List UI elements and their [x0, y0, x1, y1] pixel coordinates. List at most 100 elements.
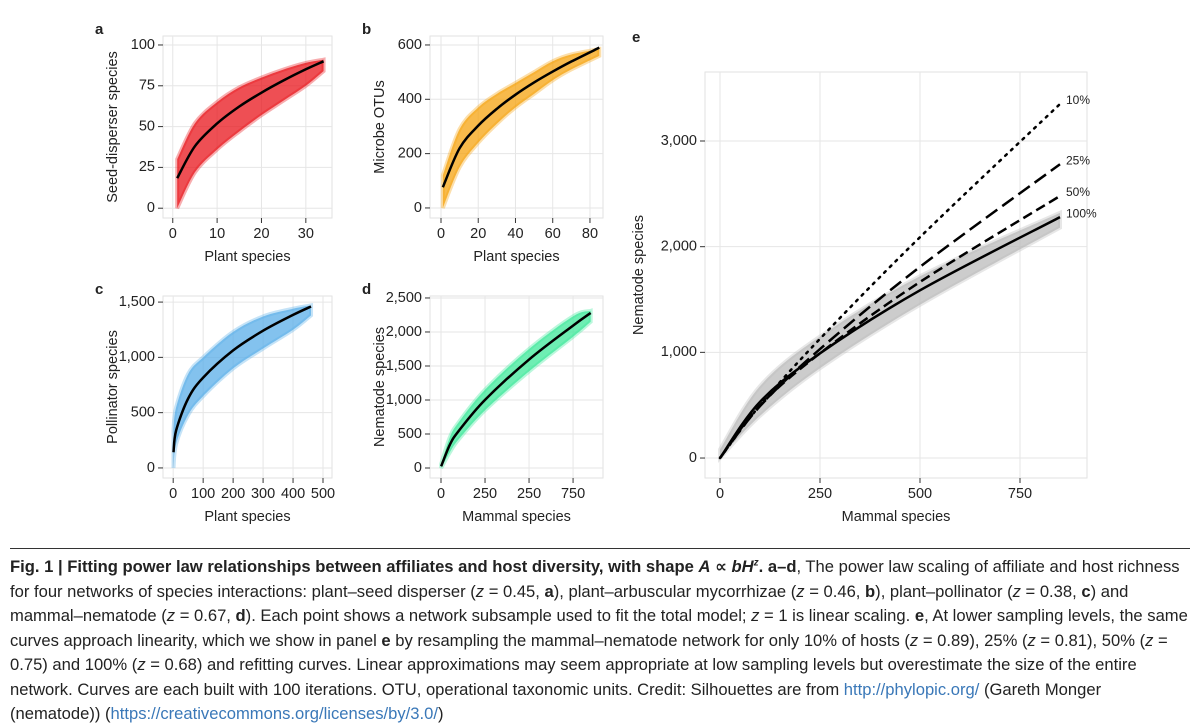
- caption-text: a: [544, 581, 554, 601]
- y-tick-label: 100: [131, 37, 155, 53]
- y-tick-label: 600: [398, 37, 422, 53]
- figure-caption: Fig. 1 | Fitting power law relationships…: [10, 548, 1190, 727]
- series-label: 50%: [1066, 185, 1090, 199]
- fit-line: [172, 305, 312, 453]
- y-tick-label: 400: [398, 91, 422, 107]
- caption-text: = 0.45,: [484, 581, 545, 601]
- caption-text: bH: [731, 557, 754, 576]
- caption-text: = 0.46,: [804, 581, 866, 601]
- caption-text: = 0.68) and refitting curves. Linear app…: [10, 655, 1137, 699]
- x-tick-label: 10: [209, 226, 225, 242]
- caption-text: z: [1027, 630, 1036, 650]
- fit-line: [718, 102, 1062, 460]
- x-tick-label: 0: [169, 486, 177, 502]
- fit-line: [718, 215, 1061, 459]
- x-tick-label: 0: [437, 226, 445, 242]
- fit-line: [176, 60, 325, 179]
- charts: 0 25 50 75 100 0 10 20 30 a Plant species Seed-disp…: [95, 21, 1097, 525]
- x-tick-label: 500: [908, 486, 932, 502]
- caption-text: b: [865, 581, 876, 601]
- caption-text: e: [381, 630, 391, 650]
- y-tick-label: 0: [147, 460, 155, 476]
- x-tick-label: 400: [281, 486, 305, 502]
- caption-text: , At lower sampling levels, the same cur…: [10, 606, 1188, 650]
- x-tick-label: 0: [169, 226, 177, 242]
- y-tick-label: 0: [414, 200, 422, 216]
- y-tick-label: 3,000: [661, 133, 697, 149]
- y-tick-label: 1,500: [386, 358, 422, 374]
- panel-letter: c: [95, 281, 103, 298]
- x-tick-label: 60: [545, 226, 561, 242]
- caption-text: z: [909, 630, 919, 650]
- x-tick-label: 40: [507, 226, 523, 242]
- x-axis-label: Plant species: [473, 249, 559, 265]
- y-tick-label: 0: [414, 460, 422, 476]
- x-axis-label: Mammal species: [462, 509, 571, 525]
- x-tick-label: 0: [437, 486, 445, 502]
- caption-text: c: [1081, 581, 1091, 601]
- panel-letter: a: [95, 21, 104, 38]
- panel-letter: d: [362, 281, 371, 298]
- caption-text: d: [235, 606, 246, 625]
- y-tick-label: 200: [398, 145, 422, 161]
- point-cloud: [171, 302, 314, 469]
- y-tick-label: 500: [398, 426, 422, 442]
- caption-link[interactable]: https://creativecommons.org/licenses/by/…: [110, 704, 438, 723]
- point-cloud: [439, 308, 593, 469]
- caption-text: ). Each point shows a network subsample …: [245, 606, 752, 625]
- x-axis-label: Plant species: [204, 249, 290, 265]
- y-axis-label: Nematode species: [631, 215, 647, 335]
- y-axis-label: Pollinator species: [105, 330, 121, 444]
- point-cloud: [718, 209, 1062, 464]
- caption-text: z: [475, 581, 485, 601]
- panel: 0 25 50 75 100 0 10 20 30 a Plant species Seed-disp…: [95, 21, 333, 265]
- caption-text: (Gareth Monger (nematode)) (: [10, 679, 1102, 724]
- point-cloud: [175, 57, 326, 210]
- caption-text: by resampling the mammal–nematode networ…: [390, 630, 910, 650]
- y-tick-label: 500: [131, 404, 155, 420]
- caption-link[interactable]: http://phylopic.org/: [843, 679, 980, 699]
- caption-text: z: [751, 606, 760, 625]
- panel: 0 500 1,000 1,500 0 100 200 300 400 500 c Plant spe…: [95, 281, 335, 525]
- y-tick-label: 0: [147, 200, 155, 216]
- x-tick-label: 80: [582, 226, 598, 242]
- panel-letter: e: [632, 29, 640, 46]
- y-tick-label: 0: [689, 450, 697, 466]
- caption-text: , The power law scaling of affiliate and…: [10, 557, 1180, 601]
- caption-text: = 0.38,: [1020, 581, 1082, 601]
- y-tick-label: 50: [139, 118, 155, 134]
- x-tick-label: 250: [517, 486, 541, 502]
- x-axis-label: Plant species: [204, 509, 290, 525]
- caption-text: ), plant–arbuscular mycorrhizae (: [553, 581, 797, 601]
- panel: 0 200 400 600 0 20 40 60 80 b Plant species Microbe…: [362, 21, 604, 265]
- caption-text: z: [796, 581, 805, 601]
- panel: 0 1,000 2,000 3,000 0 250 500 750 10% 25% 50% 100% e…: [631, 29, 1097, 525]
- y-tick-label: 75: [139, 78, 155, 94]
- caption-text: ): [437, 704, 444, 723]
- y-axis-label: Nematode species: [372, 327, 388, 447]
- caption-text: z: [753, 557, 759, 569]
- series-label: 25%: [1066, 153, 1090, 167]
- x-tick-label: 30: [298, 226, 314, 242]
- x-tick-label: 20: [253, 226, 269, 242]
- caption-text: z: [1012, 581, 1021, 601]
- caption-text: A: [698, 557, 711, 576]
- caption-text: z: [137, 655, 146, 674]
- caption-text: Fig. 1 | Fitting power law relationships…: [10, 557, 699, 576]
- y-axis-label: Microbe OTUs: [372, 80, 388, 173]
- caption-text: z: [1145, 630, 1154, 650]
- y-tick-label: 1,000: [661, 344, 697, 360]
- caption-text: = 0.81), 50% (: [1035, 630, 1146, 650]
- caption-text: z: [166, 606, 176, 625]
- x-axis-label: Mammal species: [842, 509, 951, 525]
- caption-text: = 0.75) and 100% (: [10, 630, 1168, 675]
- caption-text: = 0.67,: [175, 606, 236, 625]
- caption-text: e: [914, 606, 925, 625]
- y-tick-label: 2,500: [386, 290, 422, 306]
- caption-text: ), plant–pollinator (: [875, 581, 1013, 601]
- fit-line: [441, 46, 600, 188]
- x-tick-label: 0: [716, 486, 724, 502]
- x-tick-label: 200: [221, 486, 245, 502]
- x-tick-label: 100: [191, 486, 215, 502]
